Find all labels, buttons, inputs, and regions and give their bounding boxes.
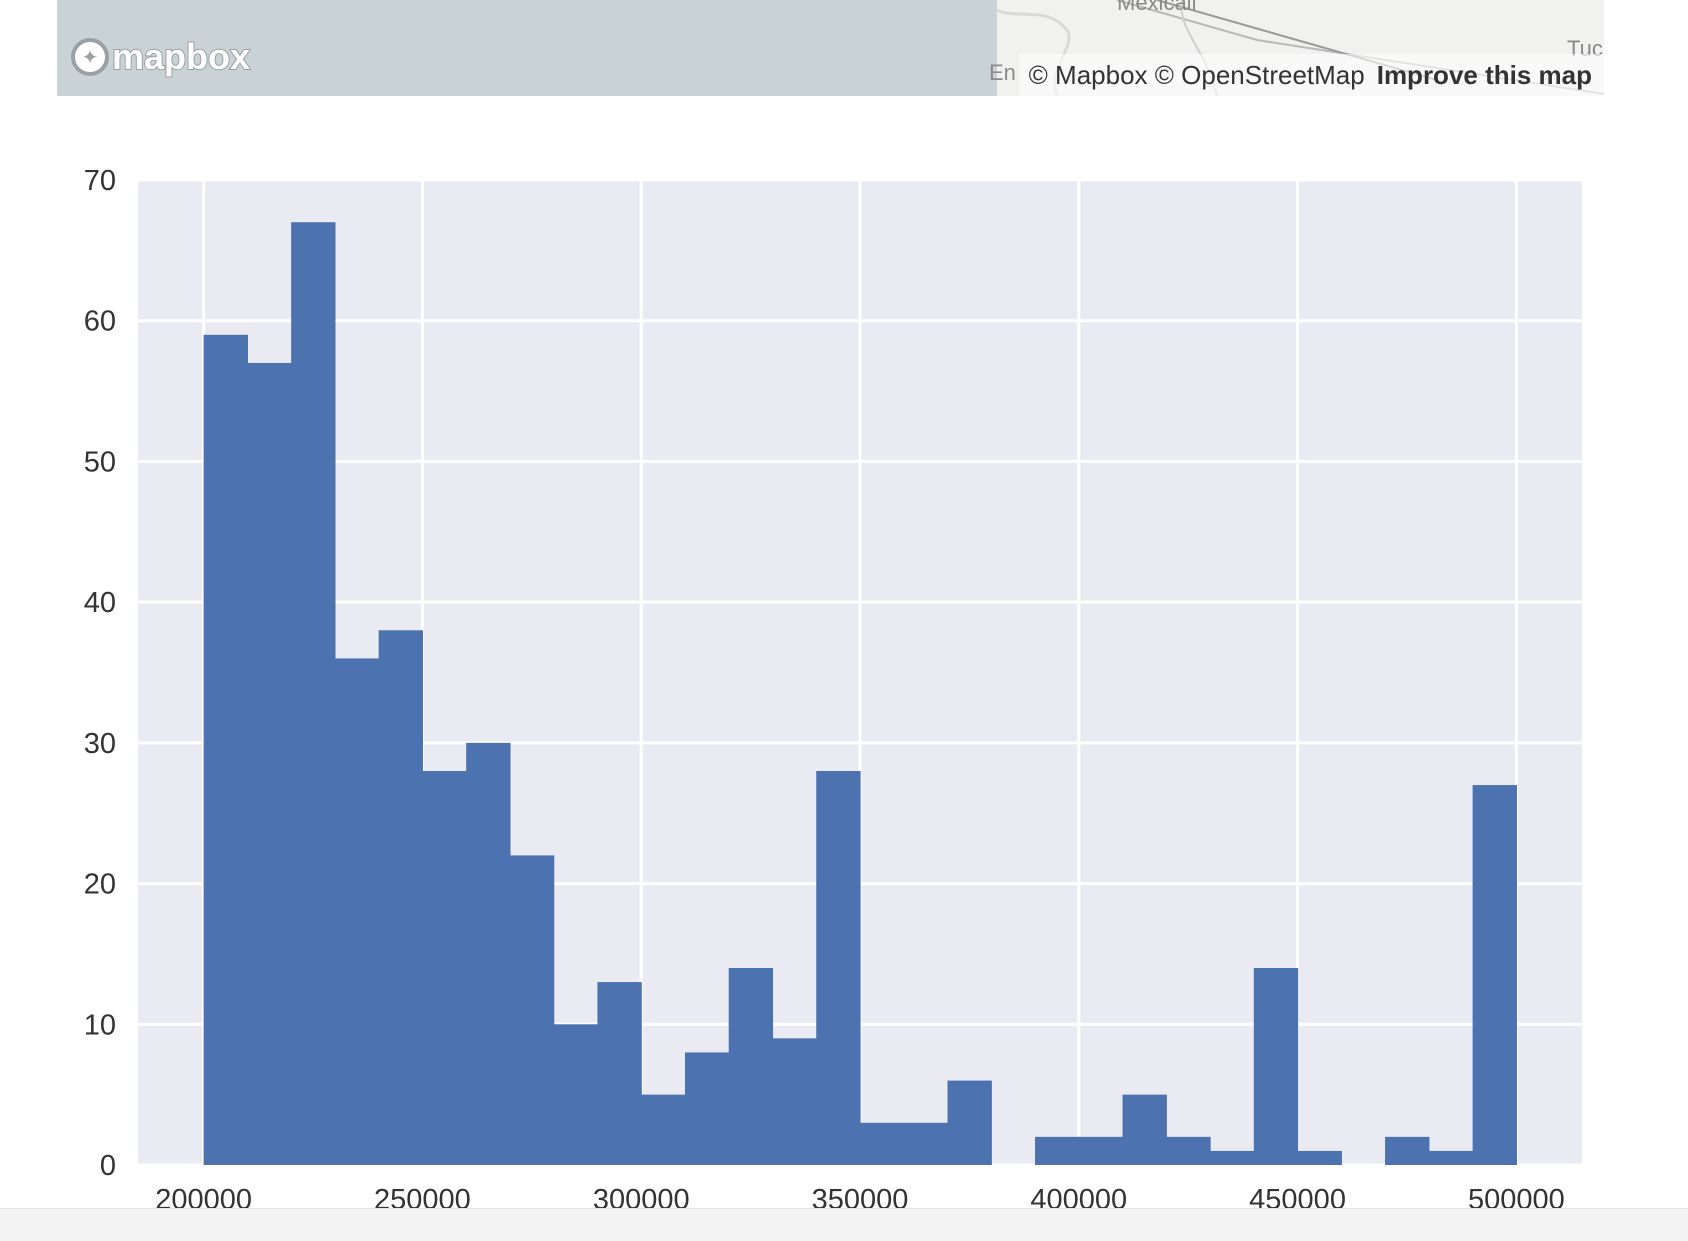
histogram-bar	[509, 855, 555, 1165]
histogram-bar	[1428, 1150, 1474, 1165]
y-axis-ticks: 0 10 20 30 40 50 60 70	[84, 165, 116, 1182]
histogram-bar	[1253, 968, 1299, 1165]
y-tick-label: 40	[84, 587, 116, 619]
histogram-bar	[1297, 1150, 1342, 1165]
histogram-bar	[1035, 1136, 1080, 1165]
y-tick-label: 30	[84, 728, 116, 760]
histogram-bar	[597, 982, 642, 1165]
histogram-bar	[947, 1080, 992, 1165]
histogram-bar	[203, 334, 248, 1165]
mapbox-logo-icon: ✦	[71, 38, 109, 76]
mapbox-logo-text: mapbox	[111, 35, 251, 78]
histogram-bars	[203, 222, 1517, 1165]
map-place-label-mexicali: Mexicali	[1117, 0, 1197, 15]
histogram-bar	[684, 1052, 730, 1165]
y-tick-label: 20	[84, 869, 116, 901]
map-strip[interactable]: Mexicali Tuc En ✦ mapbox © Mapbox © Open…	[57, 0, 1604, 96]
histogram-bar	[641, 1094, 686, 1165]
histogram-bar	[1472, 785, 1517, 1165]
histogram-bar	[1385, 1136, 1430, 1165]
y-tick-label: 50	[84, 446, 116, 478]
histogram-bar	[553, 1024, 599, 1165]
histogram-bar	[291, 222, 336, 1165]
histogram-bar	[422, 771, 467, 1165]
improve-map-link[interactable]: Improve this map	[1376, 59, 1592, 90]
histogram-bar	[816, 771, 861, 1165]
histogram-bar	[334, 658, 380, 1165]
histogram-bar	[247, 362, 292, 1165]
histogram-bar	[1210, 1150, 1255, 1165]
histogram-bar	[1166, 1136, 1211, 1165]
histogram-bar	[1122, 1094, 1167, 1165]
histogram-bar	[860, 1122, 905, 1165]
histogram-bar	[466, 742, 511, 1165]
y-tick-label: 70	[84, 165, 116, 197]
histogram-bar	[903, 1122, 949, 1165]
bottom-scroll-bar	[0, 1208, 1688, 1241]
map-attribution: © Mapbox © OpenStreetMap Improve this ma…	[1018, 54, 1604, 96]
attribution-text[interactable]: © Mapbox © OpenStreetMap	[1028, 59, 1365, 90]
mapbox-logo[interactable]: ✦ mapbox	[71, 34, 251, 80]
histogram-bar	[378, 630, 424, 1165]
y-tick-label: 0	[100, 1150, 116, 1182]
histogram-bar	[1078, 1136, 1124, 1165]
y-tick-label: 60	[84, 306, 116, 338]
y-tick-label: 10	[84, 1009, 116, 1041]
histogram-bar	[772, 1038, 817, 1165]
map-place-label-en: En	[989, 60, 1016, 85]
histogram-bar	[728, 968, 774, 1165]
